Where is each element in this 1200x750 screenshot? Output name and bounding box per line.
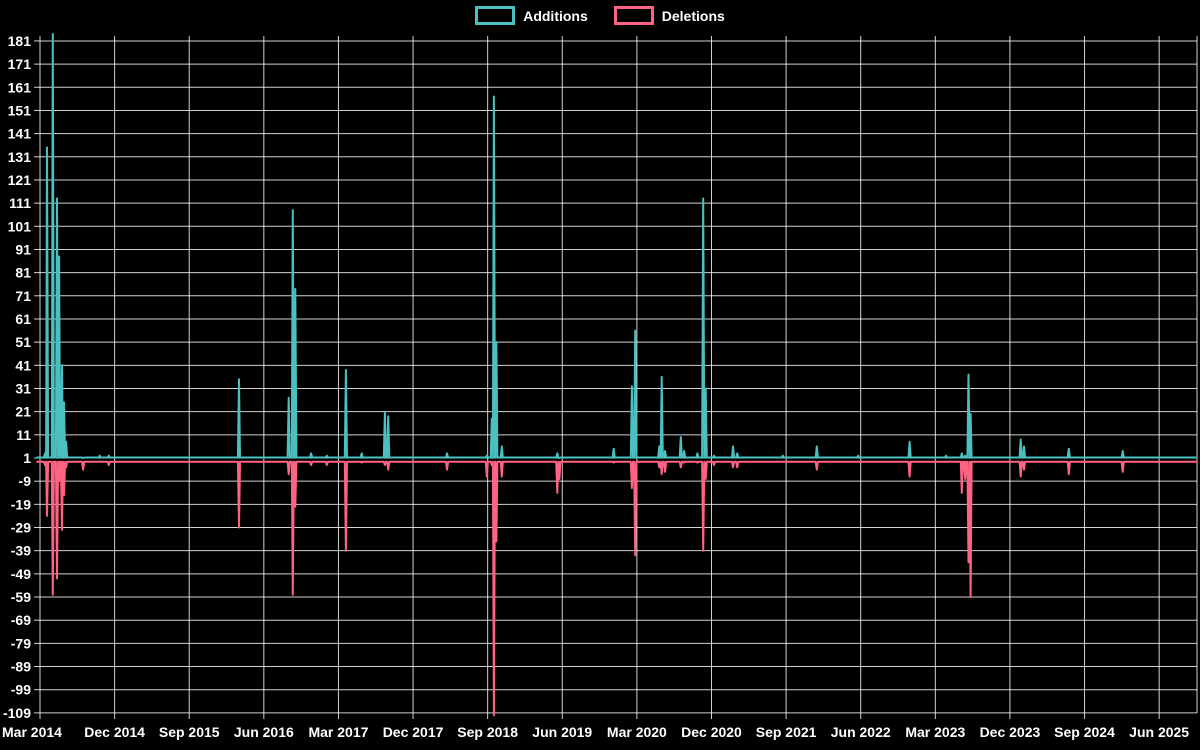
y-axis-tick-label: -89 xyxy=(11,659,31,675)
x-axis-tick-label: Jun 2022 xyxy=(831,724,891,740)
x-axis-tick-label: Dec 2014 xyxy=(84,724,145,740)
x-axis-tick-label: Sep 2018 xyxy=(457,724,518,740)
y-axis-tick-label: -79 xyxy=(11,635,31,651)
y-axis-tick-label: 51 xyxy=(15,334,31,350)
y-axis-tick-label: 31 xyxy=(15,380,31,396)
y-axis-tick-label: -69 xyxy=(11,612,31,628)
deletions-legend-swatch xyxy=(613,6,654,25)
y-axis-tick-label: 1 xyxy=(23,450,31,466)
y-axis-tick-label: 61 xyxy=(15,311,31,327)
y-axis-tick-label: -9 xyxy=(19,473,32,489)
x-axis-tick-label: Mar 2014 xyxy=(2,724,62,740)
y-axis-tick-label: 91 xyxy=(15,241,31,257)
y-axis-tick-label: 141 xyxy=(8,126,32,142)
y-axis-tick-label: 41 xyxy=(15,357,31,373)
x-axis-tick-label: Dec 2023 xyxy=(980,724,1041,740)
deletions-legend-label: Deletions xyxy=(661,7,725,24)
y-axis-tick-label: 131 xyxy=(8,149,32,165)
x-axis-tick-label: Mar 2020 xyxy=(607,724,667,740)
legend-item-additions[interactable]: Additions xyxy=(475,6,588,25)
x-axis-tick-label: Dec 2020 xyxy=(681,724,742,740)
y-axis-tick-label: 181 xyxy=(8,33,32,49)
y-axis-tick-label: 161 xyxy=(8,79,32,95)
x-axis-tick-label: Sep 2015 xyxy=(159,724,220,740)
x-axis-tick-label: Jun 2019 xyxy=(532,724,592,740)
y-axis-tick-label: -29 xyxy=(11,520,31,536)
y-axis-tick-label: 101 xyxy=(8,218,32,234)
y-axis-tick-label: -19 xyxy=(11,496,31,512)
y-axis-tick-label: 11 xyxy=(16,427,31,443)
y-axis-tick-label: -59 xyxy=(11,589,31,605)
y-axis-tick-label: 81 xyxy=(15,265,31,281)
y-axis-tick-label: -99 xyxy=(11,682,31,698)
deletions-line[interactable] xyxy=(36,460,1198,717)
additions-legend-swatch xyxy=(475,6,516,25)
chart-legend: Additions Deletions xyxy=(0,6,1200,25)
legend-item-deletions[interactable]: Deletions xyxy=(613,6,725,25)
x-axis-tick-label: Mar 2017 xyxy=(308,724,368,740)
y-axis-tick-label: 21 xyxy=(15,404,31,420)
y-axis-tick-label: -49 xyxy=(11,566,31,582)
x-axis-tick-label: Jun 2016 xyxy=(234,724,294,740)
x-axis-tick-label: Dec 2017 xyxy=(383,724,444,740)
additions-legend-label: Additions xyxy=(523,7,588,24)
additions-line[interactable] xyxy=(36,33,1198,459)
y-axis-tick-label: 121 xyxy=(8,172,32,188)
y-axis-tick-label: 71 xyxy=(15,288,31,304)
y-axis-tick-label: 171 xyxy=(8,56,32,72)
y-axis-tick-label: 151 xyxy=(8,102,32,118)
y-axis-tick-label: -39 xyxy=(11,543,31,559)
x-axis-tick-label: Jun 2025 xyxy=(1129,724,1189,740)
y-axis-tick-label: 111 xyxy=(9,195,31,211)
x-axis-tick-label: Sep 2021 xyxy=(756,724,817,740)
x-axis-tick-label: Mar 2023 xyxy=(905,724,965,740)
y-axis-tick-label: -109 xyxy=(3,705,31,721)
x-axis-tick-label: Sep 2024 xyxy=(1054,724,1115,740)
